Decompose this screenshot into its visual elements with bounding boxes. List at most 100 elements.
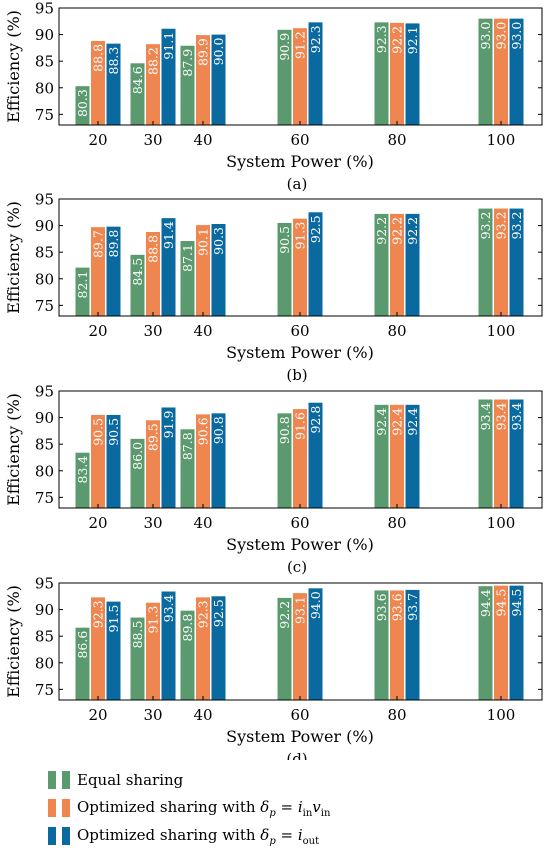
bar-c-40-s2 [196, 414, 210, 508]
x-tick-label: 30 [143, 706, 162, 724]
data-label: 92.2 [390, 26, 405, 54]
bar-d-30-s2 [146, 602, 160, 700]
y-tick-label: 95 [35, 0, 54, 18]
legend: Equal sharing Optimized sharing with δp … [48, 766, 330, 850]
data-label: 92.3 [374, 25, 389, 53]
bar-b-30-s2 [146, 231, 160, 316]
bar-c-80-s2 [390, 404, 404, 508]
x-tick-label: 40 [193, 706, 212, 724]
data-label: 92.3 [91, 600, 106, 628]
bar-d-100-s2 [494, 585, 508, 700]
data-label: 86.6 [75, 631, 90, 659]
bar-b-40-s3 [211, 223, 226, 316]
bar-d-20-s1 [75, 627, 90, 700]
bar-d-30-s1 [130, 617, 145, 700]
bar-c-40-s1 [180, 429, 195, 508]
legend-label-optimized-in: Optimized sharing with δp = iinvin [77, 797, 331, 819]
data-label: 91.5 [106, 605, 121, 633]
legend-swatch-optimized-out-b [62, 827, 70, 845]
bar-a-30-s2 [146, 44, 160, 125]
x-tick-label: 30 [143, 322, 162, 340]
data-label: 92.2 [405, 217, 420, 245]
legend-swatch-equal [48, 771, 56, 789]
bar-b-20-s1 [75, 267, 90, 316]
x-tick-label: 60 [290, 514, 309, 532]
data-label: 91.2 [293, 31, 308, 59]
data-label: 92.5 [211, 599, 226, 627]
y-tick-label: 80 [35, 79, 54, 97]
data-label: 86.0 [130, 442, 145, 470]
data-label: 92.4 [405, 408, 420, 436]
x-tick-label: 60 [290, 131, 309, 149]
y-tick-label: 90 [35, 217, 54, 235]
data-label: 93.4 [494, 402, 509, 430]
bar-d-60-s3 [308, 588, 323, 700]
data-label: 92.4 [390, 408, 405, 436]
bar-d-60-s2 [293, 593, 307, 700]
data-label: 93.6 [374, 593, 389, 621]
bar-b-80-s1 [374, 213, 389, 316]
y-tick-label: 75 [35, 681, 54, 699]
bar-a-100-s3 [509, 18, 524, 125]
data-label: 94.5 [494, 589, 509, 617]
bar-a-80-s3 [405, 23, 420, 125]
y-axis-label: Efficiency (%) [4, 10, 23, 123]
data-label: 83.4 [75, 456, 90, 484]
data-label: 92.3 [308, 25, 323, 53]
x-tick-label: 40 [193, 514, 212, 532]
y-tick-label: 75 [35, 297, 54, 315]
bar-a-30-s1 [130, 63, 145, 125]
x-tick-label: 80 [387, 322, 406, 340]
data-label: 94.0 [308, 591, 323, 619]
x-tick-label: 80 [387, 131, 406, 149]
y-tick-label: 80 [35, 270, 54, 288]
data-label: 90.1 [196, 228, 211, 256]
data-label: 84.5 [130, 258, 145, 286]
bar-b-60-s2 [293, 218, 307, 316]
data-label: 87.1 [180, 244, 195, 272]
y-tick-label: 75 [35, 106, 54, 124]
x-tick-label: 20 [88, 131, 107, 149]
bar-d-20-s3 [106, 601, 121, 700]
legend-swatch-optimized-out [48, 827, 56, 845]
bar-a-60-s2 [293, 28, 307, 125]
bar-d-30-s3 [161, 591, 176, 700]
bar-d-40-s2 [196, 597, 210, 700]
legend-label-optimized-out: Optimized sharing with δp = iout [77, 825, 320, 847]
x-tick-label: 80 [387, 706, 406, 724]
x-tick-label: 100 [487, 322, 516, 340]
data-label: 90.0 [211, 38, 226, 66]
data-label: 88.8 [91, 44, 106, 72]
bar-b-20-s2 [91, 227, 105, 316]
bar-b-60-s1 [277, 222, 292, 316]
y-tick-label: 95 [35, 191, 54, 209]
data-label: 84.6 [130, 66, 145, 94]
y-tick-label: 95 [35, 383, 54, 401]
data-label: 92.2 [390, 217, 405, 245]
data-label: 88.3 [106, 47, 121, 75]
data-label: 89.5 [146, 423, 161, 451]
y-axis-label: Efficiency (%) [4, 201, 23, 314]
bar-d-40-s3 [211, 596, 226, 700]
x-axis-label: System Power (%) [226, 152, 374, 171]
data-label: 89.7 [91, 230, 106, 258]
data-label: 92.8 [308, 406, 323, 434]
legend-swatch-equal-b [62, 771, 70, 789]
bar-a-20-s3 [106, 43, 121, 125]
y-tick-label: 85 [35, 244, 54, 262]
data-label: 88.5 [130, 621, 145, 649]
bar-a-80-s2 [390, 22, 404, 126]
bar-d-100-s1 [478, 586, 493, 700]
x-tick-label: 40 [193, 322, 212, 340]
legend-label-equal: Equal sharing [77, 771, 184, 789]
data-label: 93.4 [478, 402, 493, 430]
bar-d-40-s1 [180, 610, 195, 700]
data-label: 80.3 [75, 89, 90, 117]
data-label: 91.6 [293, 412, 308, 440]
data-label: 91.3 [293, 222, 308, 250]
y-axis-label: Efficiency (%) [4, 585, 23, 698]
bar-b-60-s3 [308, 212, 323, 316]
x-tick-label: 20 [88, 514, 107, 532]
bar-a-60-s3 [308, 22, 323, 125]
data-label: 92.2 [374, 217, 389, 245]
